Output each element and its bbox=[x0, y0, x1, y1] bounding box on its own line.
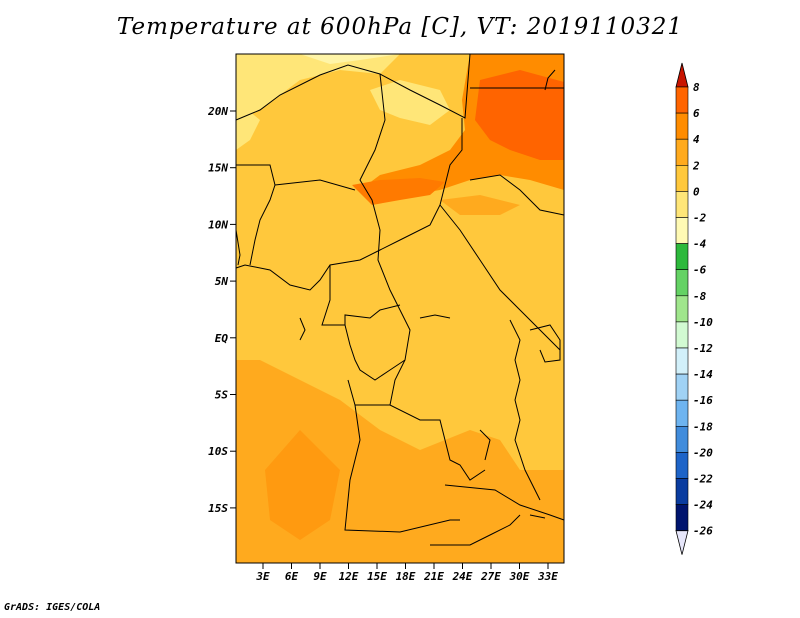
colorbar-swatch bbox=[675, 269, 689, 297]
border-line bbox=[344, 324, 406, 381]
colorbar-label: -16 bbox=[693, 394, 713, 407]
lon-label: 9E bbox=[313, 570, 327, 583]
coastline bbox=[235, 229, 241, 266]
colorbar-label: -10 bbox=[693, 316, 713, 329]
lat-label: 10N bbox=[208, 218, 228, 231]
colorbar-label: 4 bbox=[693, 133, 700, 146]
country-borders bbox=[235, 53, 565, 546]
colorbar-swatch bbox=[675, 347, 689, 375]
border-line bbox=[444, 484, 565, 521]
warm-zone-sw bbox=[265, 430, 340, 540]
lon-label: 24E bbox=[452, 570, 473, 583]
colorbar-swatch bbox=[675, 243, 689, 271]
lat-label: 15S bbox=[208, 502, 228, 515]
lat-label: 20N bbox=[207, 105, 228, 118]
lat-label: 15N bbox=[208, 162, 228, 175]
map-plot-area bbox=[236, 54, 564, 563]
colorbar-label: 0 bbox=[693, 185, 700, 198]
border-line bbox=[355, 404, 486, 481]
colorbar-swatch bbox=[675, 165, 689, 192]
colorbar-label: -18 bbox=[693, 420, 713, 433]
colorbar-label: -12 bbox=[693, 342, 713, 355]
lake-outline bbox=[419, 314, 451, 319]
cool-zone-west bbox=[236, 100, 260, 150]
border-line bbox=[544, 69, 556, 91]
longitude-axis: 3E 6E 9E 12E 15E 18E 21E 24E 27E 30E 33E bbox=[255, 563, 558, 583]
colorbar-bottom-arrow bbox=[675, 530, 689, 555]
warm-patch-east bbox=[440, 195, 520, 215]
colorbar-top-arrow bbox=[675, 62, 689, 88]
map-frame bbox=[235, 53, 565, 564]
lake-outline bbox=[529, 514, 546, 519]
map-title: Temperature at 600hPa [C], VT: 201911032… bbox=[116, 14, 684, 40]
colorbar-label: -8 bbox=[693, 290, 707, 303]
border-line bbox=[469, 174, 565, 216]
grads-credit: GrADS: IGES/COLA bbox=[4, 602, 101, 613]
border-line bbox=[274, 179, 356, 191]
colorbar-label: -14 bbox=[693, 368, 713, 381]
lat-label: 10S bbox=[208, 445, 228, 458]
lon-label: 6E bbox=[285, 570, 299, 583]
colorbar-label: -24 bbox=[693, 499, 713, 512]
lon-label: 21E bbox=[423, 570, 444, 583]
lat-label: EQ bbox=[215, 332, 229, 345]
colorbar-swatch bbox=[675, 425, 689, 453]
colorbar-swatch bbox=[675, 478, 689, 505]
border-line bbox=[235, 118, 463, 291]
border-line bbox=[509, 319, 541, 501]
colorbar-swatch bbox=[675, 112, 689, 140]
colorbar-swatch bbox=[675, 321, 689, 349]
colorbar-label: -6 bbox=[693, 264, 707, 277]
border-line bbox=[321, 265, 401, 326]
colorbar-label: 2 bbox=[692, 159, 700, 172]
lat-label: 5S bbox=[215, 389, 229, 402]
lon-label: 12E bbox=[339, 570, 359, 583]
colorbar-swatch bbox=[675, 138, 689, 166]
colorbar-swatch bbox=[675, 295, 689, 323]
border-line bbox=[235, 53, 471, 121]
colorbar-swatch bbox=[675, 86, 689, 114]
lon-label: 3E bbox=[255, 570, 270, 583]
lon-label: 27E bbox=[480, 570, 501, 583]
lat-label: 5N bbox=[215, 275, 229, 288]
border-line bbox=[344, 379, 460, 533]
border-line bbox=[430, 514, 521, 546]
lon-label: 18E bbox=[396, 570, 416, 583]
colorbar-swatch bbox=[675, 452, 689, 479]
lake-outline bbox=[479, 429, 491, 461]
coastline bbox=[299, 317, 306, 341]
lon-label: 30E bbox=[509, 570, 530, 583]
colorbar-label: -2 bbox=[693, 212, 707, 225]
coolest-zone-north bbox=[300, 54, 400, 64]
lon-label: 15E bbox=[367, 570, 387, 583]
colorbar-swatch bbox=[675, 399, 689, 427]
hot-band-center bbox=[352, 178, 445, 205]
cool-patch-center-north bbox=[370, 80, 450, 125]
colorbar-label: 6 bbox=[693, 107, 700, 120]
border-line bbox=[236, 164, 276, 266]
colorbar-label: -20 bbox=[693, 446, 713, 459]
colorbar-label: 8 bbox=[693, 81, 700, 94]
border-line bbox=[439, 204, 561, 351]
lon-label: 33E bbox=[537, 570, 558, 583]
colorbar-swatch bbox=[675, 217, 689, 244]
latitude-axis: 20N 15N 10N 5N EQ 5S 10S 15S bbox=[207, 105, 236, 515]
lake-outline bbox=[529, 324, 561, 363]
colorbar-label: -22 bbox=[693, 473, 713, 486]
colorbar-swatch bbox=[675, 373, 689, 401]
colorbar-swatch bbox=[675, 504, 689, 532]
colorbar-label: -26 bbox=[693, 525, 713, 538]
colorbar-label: -4 bbox=[693, 238, 707, 251]
hottest-zone-north-east bbox=[475, 70, 564, 160]
cool-zone-north bbox=[236, 54, 400, 120]
color-legend: 8 6 4 2 0 -2 -4 -6 -8 -10 -12 -14 -16 -18 -20 -22 -24 -26 bbox=[675, 62, 713, 555]
colorbar-swatch bbox=[675, 191, 689, 218]
